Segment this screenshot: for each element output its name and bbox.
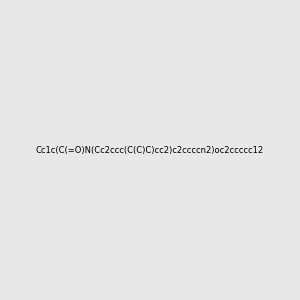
Text: Cc1c(C(=O)N(Cc2ccc(C(C)C)cc2)c2ccccn2)oc2ccccc12: Cc1c(C(=O)N(Cc2ccc(C(C)C)cc2)c2ccccn2)oc… [36,146,264,154]
